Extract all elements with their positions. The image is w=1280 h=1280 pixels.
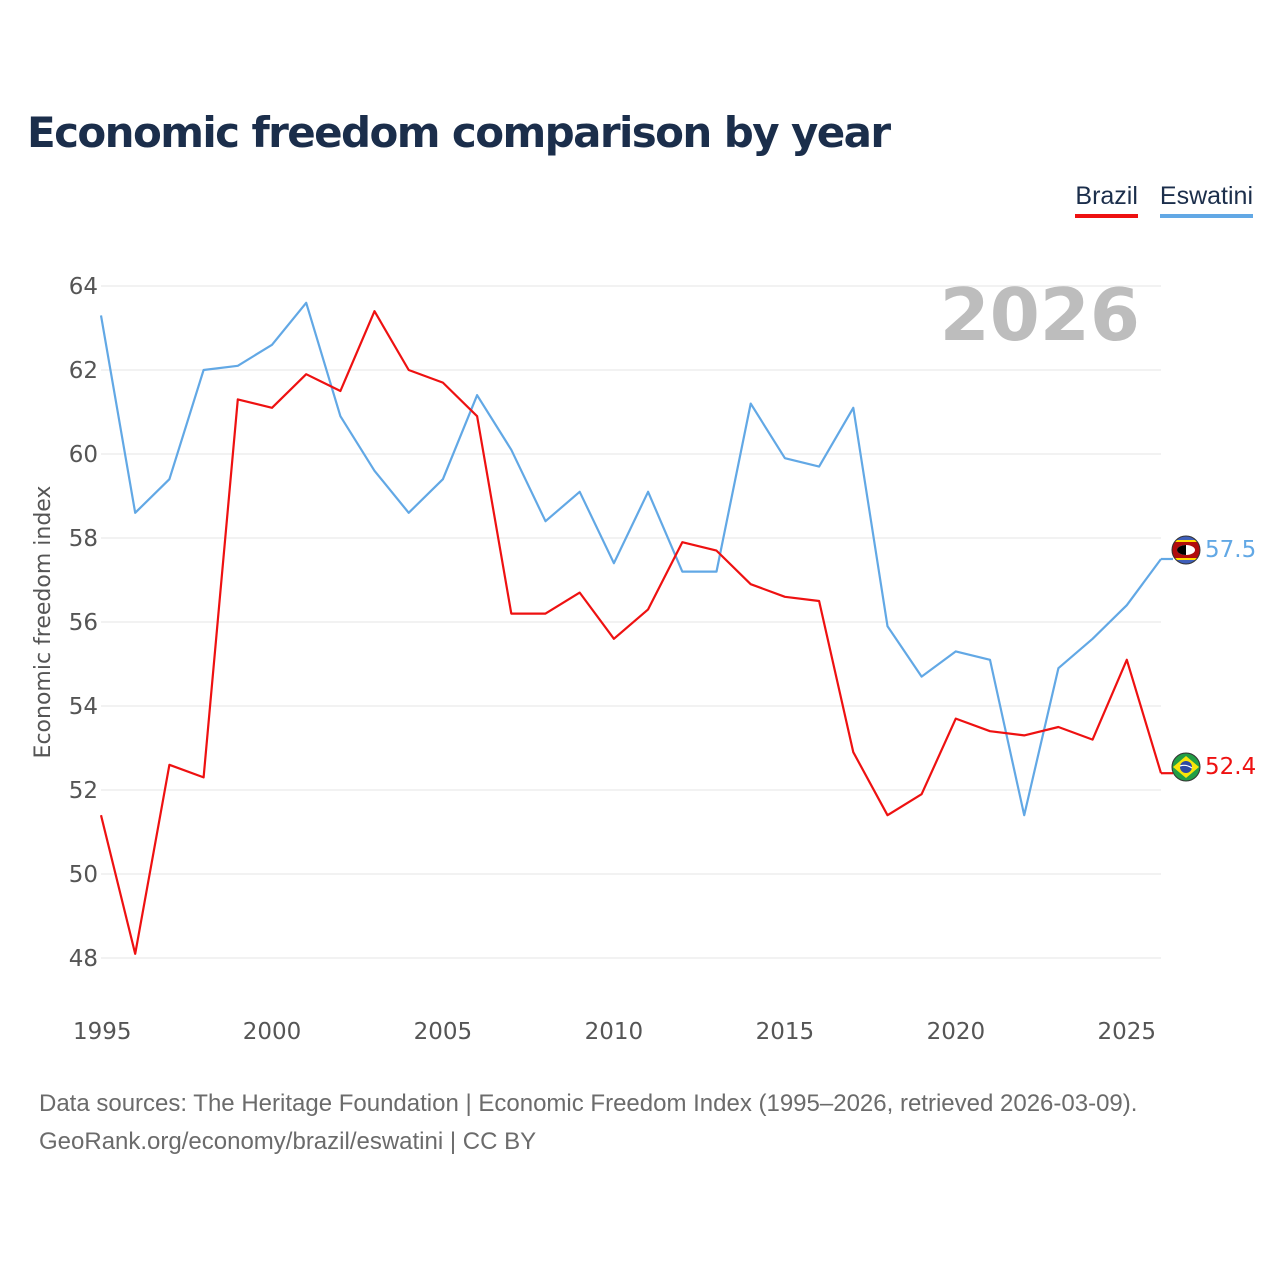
y-tick-label-58: 58 [69, 526, 98, 552]
y-tick-label-54: 54 [69, 694, 98, 720]
legend: Brazil Eswatini [1075, 182, 1253, 218]
source-line-2[interactable]: GeoRank.org/economy/brazil/eswatini | CC… [39, 1128, 537, 1155]
series-lines [99, 301, 1173, 955]
gridlines [101, 285, 1161, 959]
brazil-flag-icon [1171, 752, 1201, 782]
legend-item-brazil[interactable]: Brazil [1075, 182, 1138, 218]
y-tick-label-64: 64 [69, 274, 98, 300]
x-tick-label-2020: 2020 [927, 1019, 986, 1045]
eswatini-end-value: 57.5 [1205, 537, 1256, 563]
source-note: Data sources: The Heritage Foundation | … [39, 1085, 1137, 1161]
x-tick-label-2025: 2025 [1098, 1019, 1157, 1045]
source-line-1: Data sources: The Heritage Foundation | … [39, 1090, 1138, 1117]
y-axis-ticks: 48 50 52 54 56 58 60 62 64 [69, 274, 98, 972]
year-watermark: 2026 [940, 273, 1140, 357]
x-tick-label-1995: 1995 [73, 1019, 132, 1045]
x-tick-label-2010: 2010 [585, 1019, 644, 1045]
y-axis-title: Economic freedom index [31, 486, 56, 759]
y-tick-label-48: 48 [69, 946, 98, 972]
chart-title: Economic freedom comparison by year [27, 108, 891, 157]
x-tick-label-2005: 2005 [414, 1019, 473, 1045]
y-tick-label-60: 60 [69, 442, 98, 468]
x-axis-ticks: 1995 2000 2005 2010 2015 2020 2025 [73, 1019, 1156, 1045]
x-tick-label-2015: 2015 [756, 1019, 815, 1045]
series-line-brazil[interactable] [99, 310, 1163, 955]
line-chart: 48 50 52 54 56 58 60 62 64 1995 2000 2005 2010 2015 2… [31, 273, 1256, 1045]
x-tick-label-2000: 2000 [243, 1019, 302, 1045]
legend-item-eswatini[interactable]: Eswatini [1159, 182, 1253, 218]
series-line-eswatini[interactable] [99, 301, 1162, 817]
eswatini-flag-icon [1171, 535, 1201, 565]
y-tick-label-50: 50 [69, 862, 98, 888]
y-tick-label-52: 52 [69, 778, 98, 804]
y-tick-label-62: 62 [69, 358, 98, 384]
brazil-end-value: 52.4 [1205, 754, 1256, 780]
y-tick-label-56: 56 [69, 610, 98, 636]
